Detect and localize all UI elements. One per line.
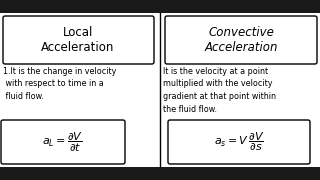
FancyBboxPatch shape — [3, 16, 154, 64]
FancyBboxPatch shape — [1, 120, 125, 164]
Text: 1.It is the change in velocity
 with respect to time in a
 fluid flow.: 1.It is the change in velocity with resp… — [3, 67, 116, 101]
Text: Convective
Acceleration: Convective Acceleration — [204, 26, 278, 54]
Text: It is the velocity at a point
multiplied with the velocity
gradient at that poin: It is the velocity at a point multiplied… — [163, 67, 276, 114]
Text: $a_L = \dfrac{\partial V}{\partial t}$: $a_L = \dfrac{\partial V}{\partial t}$ — [43, 130, 84, 154]
Text: Local
Acceleration: Local Acceleration — [41, 26, 115, 54]
FancyBboxPatch shape — [168, 120, 310, 164]
Bar — [0, 13, 320, 167]
Bar — [0, 0, 320, 13]
Text: $a_s = V\,\dfrac{\partial V}{\partial s}$: $a_s = V\,\dfrac{\partial V}{\partial s}… — [214, 131, 264, 153]
Bar — [0, 167, 320, 180]
FancyBboxPatch shape — [165, 16, 317, 64]
